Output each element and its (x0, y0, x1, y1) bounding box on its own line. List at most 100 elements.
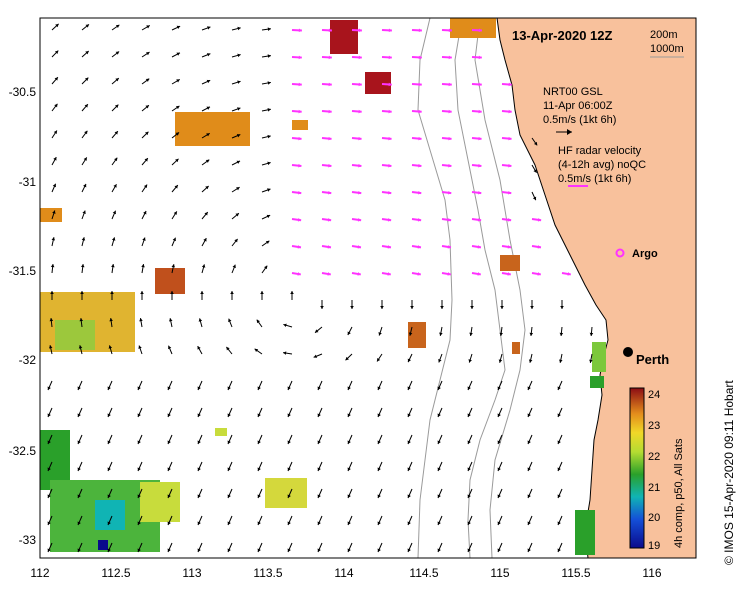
vector-arrowhead (527, 548, 531, 552)
vector-arrowhead (283, 351, 287, 355)
vector-arrowhead (447, 272, 451, 276)
vector-arrowhead (167, 386, 171, 390)
vector-arrowhead (317, 521, 321, 525)
vector-arrowhead (172, 237, 176, 242)
vector-arrowhead (529, 332, 534, 336)
vector-arrowhead (287, 467, 291, 471)
vector-arrowhead (388, 163, 392, 168)
vector-arrowhead (205, 159, 210, 163)
vector-arrowhead (448, 163, 452, 168)
vector-arrowhead (203, 238, 207, 242)
vector-arrowhead (267, 27, 271, 31)
vector-arrowhead (537, 272, 541, 276)
vector-arrowhead (227, 548, 231, 552)
x-tick-label: 113 (182, 566, 201, 580)
vector-arrowhead (236, 160, 241, 164)
vector-arrowhead (175, 105, 180, 110)
vector-arrowhead (137, 440, 141, 444)
argo-label: Argo (632, 248, 658, 260)
vector-arrowhead (298, 55, 302, 60)
vector-arrowhead (47, 548, 51, 552)
y-tick-label: -30.5 (9, 85, 37, 99)
vector-arrowhead (508, 136, 512, 141)
vector-arrowhead (256, 319, 260, 324)
vector-arrowhead (107, 413, 111, 417)
vector-arrowhead (508, 190, 512, 195)
vector-arrowhead (328, 163, 332, 168)
vector-arrowhead (377, 521, 381, 525)
vector-arrowhead (142, 237, 146, 241)
vector-arrowhead (267, 81, 271, 85)
vector-arrowhead (197, 346, 201, 350)
vector-arrowhead (227, 386, 231, 390)
sst-colorbar (629, 387, 645, 549)
vector-arrowhead (197, 467, 201, 471)
colorbar-ticks: 24 23 22 21 20 19 (648, 389, 660, 552)
vector-arrowhead (533, 141, 538, 146)
vector-arrowhead (144, 158, 148, 162)
vector-arrowhead (407, 548, 411, 552)
vector-arrowhead (297, 218, 302, 222)
vector-arrowhead (497, 440, 501, 444)
vector-arrowhead (559, 359, 563, 363)
vector-arrowhead (85, 24, 90, 28)
vector-arrowhead (467, 494, 471, 498)
vector-arrowhead (438, 358, 442, 363)
vector-arrowhead (527, 386, 531, 390)
vector-arrowhead (447, 218, 452, 222)
vector-arrowhead (173, 211, 177, 215)
vector-arrowhead (237, 80, 241, 84)
vector-arrowhead (53, 130, 57, 134)
vector-arrowhead (143, 210, 147, 215)
bathymetry-contours (417, 17, 526, 559)
vector-arrowhead (176, 25, 181, 30)
vector-arrowhead (437, 413, 441, 417)
vector-arrowhead (499, 332, 503, 336)
vector-arrowhead (254, 348, 259, 353)
vector-arrowhead (77, 494, 81, 498)
vector-arrowhead (137, 548, 141, 552)
x-tick-label: 112 (30, 566, 49, 580)
vector-arrowhead (317, 413, 321, 417)
vector-arrowhead (388, 136, 392, 141)
vector-arrowhead (478, 82, 482, 87)
y-tick-label: -32 (19, 353, 37, 367)
x-tick-label: 113.5 (253, 566, 282, 580)
plot-frame (39, 17, 697, 559)
vector-arrowhead (83, 183, 87, 188)
y-tick-label: -32.5 (9, 444, 37, 458)
vector-arrowhead (170, 291, 174, 294)
vector-arrowhead (437, 440, 441, 444)
vector-arrowhead (54, 103, 58, 108)
vector-arrowhead (388, 82, 392, 87)
vector-arrowhead (115, 24, 120, 29)
vector-arrowhead (380, 306, 384, 309)
vector-arrowhead (267, 161, 271, 166)
vector-arrowhead (146, 52, 150, 56)
vector-arrowhead (527, 440, 531, 444)
vector-arrowhead (257, 413, 261, 417)
vector-arrowhead (287, 548, 291, 552)
vector-arrowhead (448, 109, 452, 114)
vector-arrowhead (141, 264, 145, 268)
vector-arrowhead (328, 190, 332, 195)
vector-arrowhead (357, 272, 361, 276)
vector-arrowhead (589, 359, 593, 363)
vector-arrowhead (175, 158, 179, 163)
vector-arrowhead (47, 521, 51, 525)
vector-arrowhead (260, 291, 264, 294)
vector-arrowhead (267, 108, 271, 112)
vector-arrowhead (226, 346, 230, 351)
vector-arrowhead (477, 218, 482, 222)
vector-arrowhead (168, 345, 172, 350)
vector-arrowhead (527, 521, 531, 525)
vector-arrowhead (537, 218, 542, 222)
vector-arrowhead (109, 318, 113, 322)
vector-arrowhead (358, 82, 362, 87)
vector-arrowhead (347, 467, 351, 471)
vector-arrowhead (47, 440, 51, 444)
vector-arrowhead (387, 272, 391, 276)
vector-arrowhead (497, 521, 501, 525)
vector-arrowhead (407, 521, 411, 525)
